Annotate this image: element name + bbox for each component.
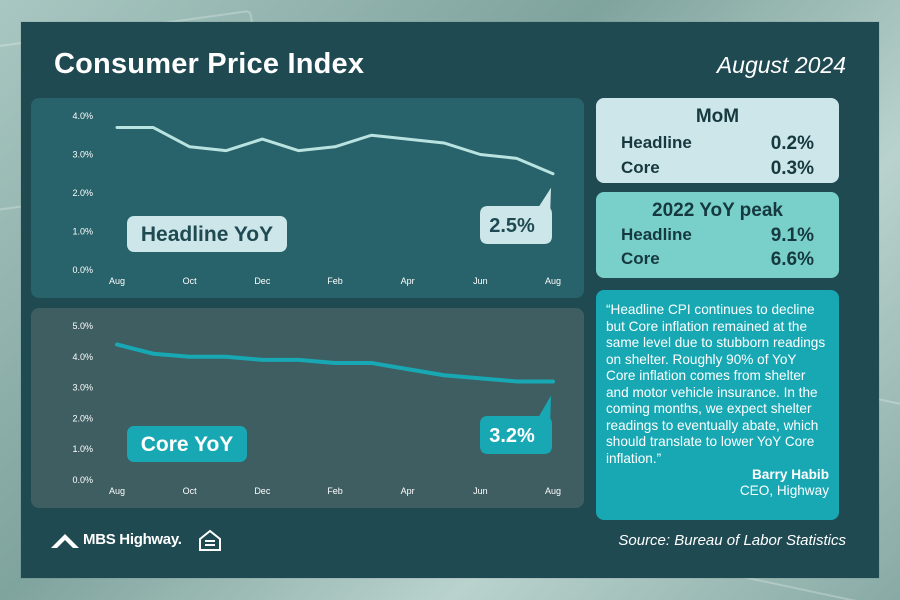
- y-tick-label: 1.0%: [72, 444, 93, 454]
- peak-row-headline: Headline 9.1%: [596, 225, 839, 247]
- mom-headline-label: Headline: [621, 133, 692, 152]
- peak-box: 2022 YoY peak Headline 9.1% Core 6.6%: [596, 192, 839, 278]
- x-tick-label: Apr: [401, 486, 415, 496]
- peak-core-label: Core: [621, 249, 660, 268]
- x-tick-label: Apr: [401, 276, 415, 286]
- mom-row-core: Core 0.3%: [596, 158, 839, 180]
- y-tick-label: 0.0%: [72, 475, 93, 485]
- core-chart: 0.0% 1.0% 2.0% 3.0% 4.0% 5.0% Aug Oct Dec Feb Apr J…: [31, 308, 584, 508]
- x-tick-label: Dec: [254, 486, 271, 496]
- series-label: Headline YoY: [141, 223, 273, 246]
- main-panel: Consumer Price Index August 2024 0.0% 1.0…: [21, 22, 879, 578]
- callout-pointer: [538, 395, 551, 428]
- highway-logo-icon: [51, 533, 79, 548]
- series-label-box: [127, 426, 247, 462]
- brand-logo: MBS Highway.: [51, 531, 182, 548]
- callout-bubble: [480, 206, 552, 244]
- x-tick-label: Oct: [183, 486, 198, 496]
- quote-text: “Headline CPI continues to decline but C…: [606, 302, 826, 466]
- peak-headline-label: Headline: [621, 225, 692, 244]
- callout-bubble: [480, 416, 552, 454]
- core-chart-svg: 0.0% 1.0% 2.0% 3.0% 4.0% 5.0% Aug Oct Dec Feb Apr J…: [72, 321, 561, 496]
- y-tick-label: 2.0%: [72, 188, 93, 198]
- mom-box: MoM Headline 0.2% Core 0.3%: [596, 98, 839, 183]
- x-tick-label: Feb: [327, 486, 343, 496]
- peak-heading: 2022 YoY peak: [652, 200, 783, 221]
- source-note: Source: Bureau of Labor Statistics: [618, 532, 846, 549]
- quote-author: Barry Habib: [751, 467, 829, 482]
- y-tick-label: 1.0%: [72, 227, 93, 237]
- brand-name: MBS Highway.: [83, 531, 182, 548]
- y-tick-label: 3.0%: [72, 383, 93, 393]
- callout-value: 3.2%: [489, 425, 535, 447]
- y-tick-label: 5.0%: [72, 321, 93, 331]
- peak-row-core: Core 6.6%: [596, 249, 839, 271]
- mom-headline-value: 0.2%: [770, 133, 814, 154]
- callout-pointer: [538, 187, 551, 218]
- x-tick-label: Aug: [545, 486, 561, 496]
- equal-housing-icon: [199, 529, 221, 551]
- x-tick-label: Jun: [473, 486, 488, 496]
- mom-row-headline: Headline 0.2%: [596, 133, 839, 155]
- mom-core-label: Core: [621, 158, 660, 177]
- y-tick-label: 2.0%: [72, 413, 93, 423]
- callout-value: 2.5%: [489, 215, 535, 237]
- y-tick-label: 4.0%: [72, 111, 93, 121]
- quote-box: “Headline CPI continues to decline but C…: [596, 290, 839, 520]
- page-title: Consumer Price Index: [54, 48, 365, 80]
- x-tick-label: Aug: [109, 486, 125, 496]
- series-label: Core YoY: [141, 433, 234, 456]
- x-tick-label: Feb: [327, 276, 343, 286]
- headline-chart-svg: 0.0% 1.0% 2.0% 3.0% 4.0% Aug Oct Dec Feb Apr Jun Au…: [72, 111, 561, 286]
- x-tick-label: Jun: [473, 276, 488, 286]
- y-tick-label: 3.0%: [72, 150, 93, 160]
- mom-heading: MoM: [695, 106, 740, 127]
- peak-core-value: 6.6%: [770, 249, 814, 270]
- x-tick-label: Oct: [183, 276, 198, 286]
- y-tick-label: 4.0%: [72, 352, 93, 362]
- report-date: August 2024: [716, 52, 846, 78]
- quote-role: CEO, Highway: [739, 483, 829, 498]
- x-tick-label: Dec: [254, 276, 271, 286]
- x-tick-label: Aug: [109, 276, 125, 286]
- y-tick-label: 0.0%: [72, 265, 93, 275]
- x-tick-label: Aug: [545, 276, 561, 286]
- peak-headline-value: 9.1%: [770, 225, 814, 246]
- mom-core-value: 0.3%: [770, 158, 814, 179]
- series-line: [115, 126, 555, 176]
- series-label-box: [127, 216, 287, 252]
- headline-chart: 0.0% 1.0% 2.0% 3.0% 4.0% Aug Oct Dec Feb Apr Jun Au…: [31, 98, 584, 298]
